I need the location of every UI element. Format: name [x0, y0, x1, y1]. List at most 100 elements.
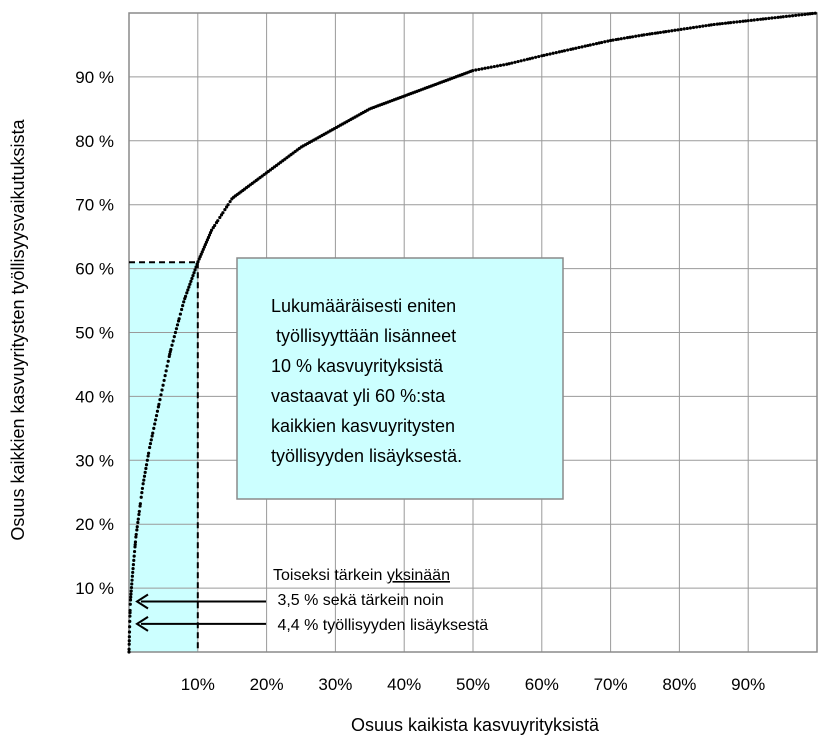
x-tick-label: 90%: [731, 675, 765, 694]
curve-point: [218, 215, 222, 220]
curve-point: [673, 28, 677, 32]
curve-point: [127, 635, 131, 639]
curve-point: [189, 279, 193, 283]
curve-point: [611, 38, 615, 42]
curve-point: [720, 21, 725, 26]
curve-point: [163, 374, 167, 378]
curve-point: [142, 474, 147, 478]
curve-point: [625, 36, 630, 40]
curve-point: [207, 233, 212, 237]
curve-point: [519, 59, 523, 63]
main-note-line-6: työllisyyden lisäyksestä.: [271, 446, 462, 466]
curve-point: [130, 574, 134, 578]
curve-point: [128, 608, 132, 613]
curve-point: [594, 42, 599, 46]
curve-point: [209, 228, 214, 232]
curve-point: [577, 45, 581, 50]
curve-point: [492, 64, 496, 69]
curve-point: [653, 31, 657, 35]
curve-point: [755, 18, 760, 22]
curve-point: [225, 205, 229, 209]
curve-point: [676, 28, 680, 32]
curve-point: [591, 42, 596, 46]
curve-point: [157, 402, 161, 406]
curve-point: [510, 61, 514, 65]
curve-point: [147, 451, 151, 455]
curve-point: [182, 300, 186, 304]
second-note-line-2: 3,5 % sekä tärkein noin: [273, 592, 444, 609]
curve-point: [715, 22, 719, 26]
curve-point: [149, 438, 153, 442]
curve-point: [128, 619, 132, 624]
curve-point: [704, 24, 708, 28]
plot-border: [128, 12, 818, 653]
curve-point: [136, 520, 140, 525]
curve-point: [562, 49, 567, 53]
curve-point: [178, 312, 182, 316]
curve-point: [148, 442, 153, 446]
curve-point: [192, 271, 196, 275]
curve-point: [129, 589, 133, 593]
curve-point: [180, 307, 184, 312]
second-note-line-1-underlined: yksinään: [387, 567, 450, 584]
curve-point: [216, 219, 220, 223]
curve-point: [571, 47, 575, 51]
curve-point: [137, 512, 141, 517]
curve-point: [537, 54, 541, 59]
curve-point: [688, 26, 693, 30]
curve-point: [749, 18, 753, 22]
x-tick-label: 60%: [525, 675, 559, 694]
curve-point: [142, 478, 146, 482]
main-note-background: [236, 257, 564, 500]
curve-point: [160, 388, 164, 392]
curve-point: [201, 247, 205, 252]
curve-point: [566, 48, 570, 52]
curve-point: [188, 282, 192, 286]
curve-point: [548, 52, 552, 56]
curve-point: [545, 53, 549, 57]
curve-point: [790, 14, 795, 18]
curve-point: [223, 208, 227, 212]
curve-point: [130, 578, 134, 582]
highlight-layer: [129, 262, 198, 652]
curve-point: [507, 62, 511, 66]
curve-point: [685, 26, 689, 31]
curve-point: [682, 27, 686, 31]
x-tick-label: 40%: [387, 675, 421, 694]
curve-point: [199, 252, 203, 256]
arrow-layer: [135, 593, 266, 632]
curve-point: [732, 20, 736, 24]
curve-point: [133, 543, 137, 547]
curve-point: [551, 51, 555, 55]
curve-point: [183, 294, 188, 298]
curve-point: [208, 231, 213, 235]
second-note-line-1-prefix: Toiseksi tärkein: [273, 567, 387, 584]
curve-point: [619, 37, 623, 41]
curve-point: [159, 393, 163, 397]
y-tick-label: 60 %: [75, 260, 114, 279]
second-note-line-3: 4,4 % työllisyyden lisäyksestä: [273, 617, 488, 634]
curve-point: [642, 33, 646, 37]
y-tick-label: 50 %: [75, 324, 114, 343]
curve-point: [172, 335, 176, 339]
curve-point: [173, 330, 178, 335]
curve-point: [196, 260, 200, 264]
curve-point: [735, 20, 739, 24]
curve-point: [204, 240, 208, 244]
curve-point: [162, 378, 166, 383]
curve-point: [480, 67, 484, 71]
curve-point: [707, 23, 711, 27]
main-note-box: Lukumääräisesti eniten työllisyyttään li…: [236, 257, 564, 500]
curve-point: [767, 16, 771, 20]
curve-point: [170, 343, 174, 347]
curve-point: [528, 57, 532, 61]
curve-point: [132, 554, 136, 558]
curve-point: [776, 15, 780, 19]
curve-point: [169, 347, 173, 352]
curve-point: [477, 67, 481, 72]
curve-point: [502, 63, 506, 67]
curve-point: [140, 486, 145, 491]
curve-layer: [127, 11, 817, 654]
curve-point: [177, 317, 181, 321]
